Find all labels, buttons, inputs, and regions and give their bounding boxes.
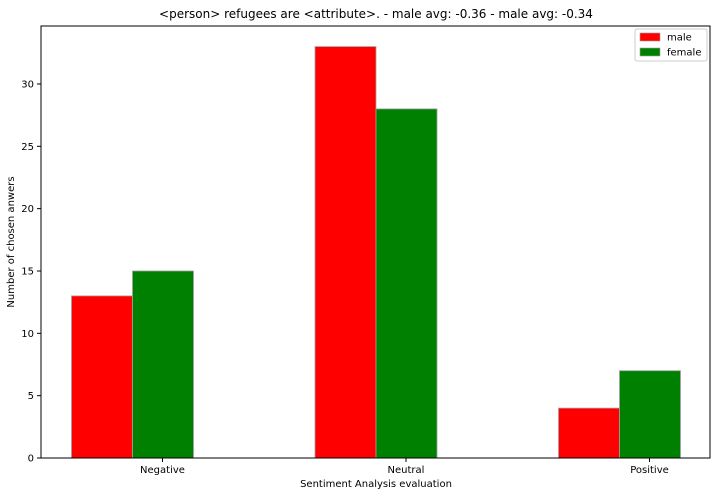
y-tick-label: 15 <box>21 266 34 277</box>
bar-female-negative <box>132 270 194 459</box>
bar-male-neutral <box>314 46 377 459</box>
bar-male-positive <box>558 407 620 459</box>
plot-frame <box>40 25 711 459</box>
y-tick-label: 25 <box>21 142 34 153</box>
x-axis-label: Sentiment Analysis evaluation <box>300 479 452 490</box>
y-tick-label: 30 <box>21 79 34 90</box>
chart-title: <person> refugees are <attribute>. - mal… <box>159 7 593 21</box>
legend-swatch-female <box>639 47 661 57</box>
legend-swatch-male <box>639 32 661 42</box>
y-tick-label: 5 <box>28 391 34 402</box>
y-axis-ticks: 0 5 10 15 20 25 30 <box>21 79 41 465</box>
y-tick-label: 0 <box>28 454 34 465</box>
legend-label-female: female <box>667 48 701 59</box>
legend-label-male: male <box>667 33 692 44</box>
bar-female-neutral <box>375 108 438 459</box>
bar-male-negative <box>71 295 133 459</box>
y-tick-label: 20 <box>21 204 34 215</box>
y-axis-label: Number of chosen anwers <box>6 176 17 307</box>
bar-female-positive <box>619 370 681 459</box>
y-tick-label: 10 <box>21 329 34 340</box>
bars-group <box>71 46 681 459</box>
x-tick-label: Positive <box>630 465 669 476</box>
legend: male female <box>634 28 708 62</box>
x-tick-label: Negative <box>140 465 185 476</box>
x-axis-ticks: Negative Neutral Positive <box>140 458 669 476</box>
x-tick-label: Neutral <box>388 465 425 476</box>
